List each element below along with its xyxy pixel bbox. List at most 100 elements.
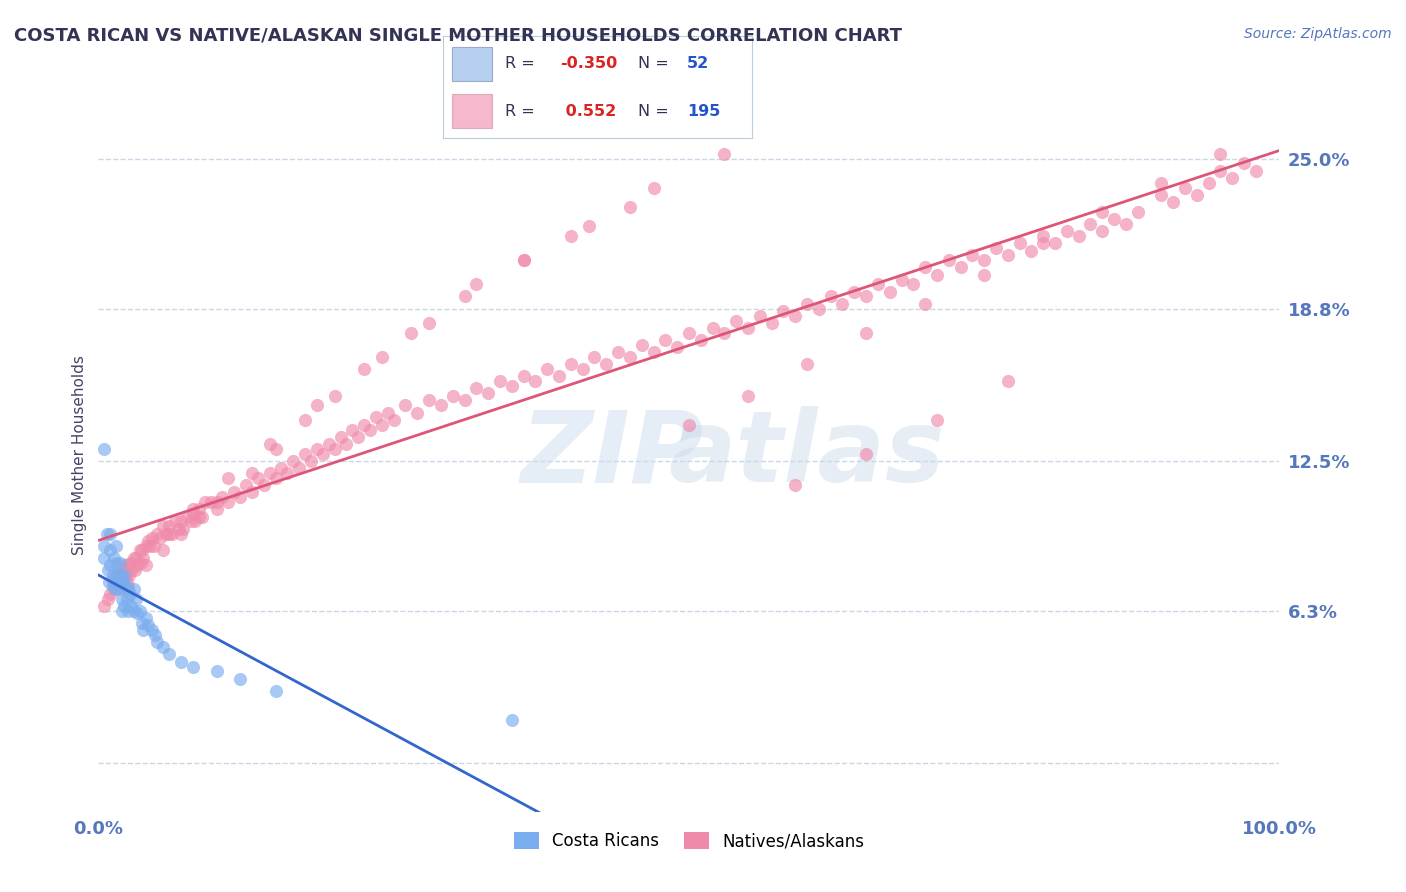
Text: R =: R =: [505, 56, 540, 71]
Point: [157, 648, 180, 662]
Point: [157, 519, 180, 533]
Point: [111, 563, 134, 577]
Point: [630, 338, 652, 352]
Point: [157, 526, 180, 541]
Point: [108, 573, 131, 587]
Point: [1067, 229, 1090, 244]
Point: [536, 362, 558, 376]
Point: [194, 495, 217, 509]
Point: [112, 599, 135, 613]
Point: [98, 558, 121, 572]
Point: [1174, 180, 1197, 194]
Point: [441, 389, 464, 403]
Point: [132, 624, 155, 638]
Point: [108, 582, 131, 597]
Point: [117, 580, 139, 594]
Point: [229, 672, 252, 686]
Point: [406, 406, 429, 420]
Point: [925, 268, 948, 282]
Point: [96, 526, 118, 541]
Point: [299, 454, 322, 468]
Point: [914, 260, 936, 275]
Point: [105, 539, 128, 553]
Point: [418, 393, 440, 408]
Point: [103, 550, 125, 565]
Point: [560, 229, 582, 244]
Point: [997, 248, 1019, 262]
Point: [114, 567, 136, 582]
Point: [98, 574, 121, 589]
Point: [866, 277, 889, 292]
Legend: Costa Ricans, Natives/Alaskans: Costa Ricans, Natives/Alaskans: [508, 825, 870, 857]
Point: [702, 321, 724, 335]
Point: [107, 567, 129, 582]
Point: [737, 321, 759, 335]
Point: [125, 591, 148, 606]
Point: [973, 268, 995, 282]
Point: [152, 519, 174, 533]
Point: [288, 461, 311, 475]
Point: [725, 313, 748, 327]
Point: [105, 580, 128, 594]
Point: [607, 345, 630, 359]
Point: [1008, 236, 1031, 251]
Point: [93, 599, 115, 613]
Point: [264, 442, 287, 456]
Point: [167, 522, 190, 536]
Point: [117, 558, 139, 572]
Point: [104, 574, 127, 589]
FancyBboxPatch shape: [453, 47, 492, 81]
Point: [305, 442, 328, 456]
Point: [200, 495, 222, 509]
Point: [855, 447, 877, 461]
Point: [1080, 217, 1102, 231]
Point: [129, 556, 152, 570]
Point: [98, 526, 121, 541]
Point: [205, 502, 228, 516]
Point: [560, 357, 582, 371]
Point: [548, 369, 571, 384]
Text: R =: R =: [505, 103, 540, 119]
Point: [1032, 229, 1054, 244]
Point: [132, 550, 155, 565]
Point: [619, 200, 641, 214]
Point: [107, 567, 129, 582]
Point: [1198, 176, 1220, 190]
Point: [1220, 170, 1243, 185]
Point: [678, 326, 700, 340]
Point: [259, 466, 281, 480]
Point: [135, 558, 157, 572]
Point: [110, 580, 132, 594]
Point: [131, 615, 153, 630]
Point: [170, 515, 193, 529]
Point: [264, 683, 287, 698]
Point: [176, 509, 198, 524]
Point: [121, 563, 143, 577]
Point: [141, 532, 163, 546]
Point: [187, 502, 209, 516]
Point: [353, 417, 375, 432]
Point: [371, 417, 394, 432]
Point: [146, 526, 169, 541]
Point: [394, 398, 416, 412]
Point: [512, 253, 534, 268]
Point: [122, 604, 145, 618]
Point: [136, 618, 159, 632]
Point: [1091, 224, 1114, 238]
Point: [1150, 176, 1173, 190]
Point: [93, 539, 115, 553]
Point: [807, 301, 830, 316]
Point: [524, 374, 547, 388]
Point: [512, 253, 534, 268]
Point: [465, 277, 488, 292]
Point: [1021, 244, 1043, 258]
Point: [973, 253, 995, 268]
Point: [678, 417, 700, 432]
Point: [224, 485, 246, 500]
Point: [191, 509, 214, 524]
Point: [713, 146, 735, 161]
Point: [925, 413, 948, 427]
Text: Source: ZipAtlas.com: Source: ZipAtlas.com: [1244, 27, 1392, 41]
Point: [1056, 224, 1078, 238]
Point: [124, 563, 146, 577]
